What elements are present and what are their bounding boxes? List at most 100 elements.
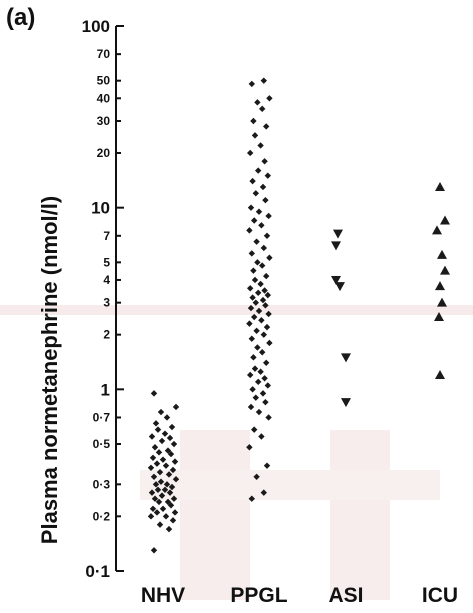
- data-point: [252, 299, 259, 306]
- data-point: [252, 394, 259, 401]
- data-point: [249, 386, 256, 393]
- y-tick-label: 0·7: [93, 410, 111, 424]
- data-point: [251, 132, 259, 139]
- watermark-block: [180, 430, 250, 600]
- data-point: [255, 208, 263, 215]
- y-tick-label: 0·1: [85, 562, 110, 581]
- data-point: [258, 317, 265, 324]
- data-point: [164, 498, 172, 506]
- data-point: [246, 320, 253, 327]
- data-point: [253, 238, 260, 245]
- data-point: [147, 464, 155, 471]
- data-point: [259, 105, 266, 113]
- data-point: [331, 241, 341, 251]
- data-point: [259, 296, 267, 304]
- y-tick-label: 70: [97, 47, 111, 61]
- data-point: [265, 212, 272, 220]
- data-point: [147, 513, 155, 520]
- data-point: [260, 244, 267, 252]
- data-point: [166, 434, 174, 442]
- data-point: [150, 390, 158, 397]
- data-point: [171, 458, 179, 465]
- data-point: [264, 382, 271, 389]
- data-point: [246, 227, 253, 234]
- data-point: [248, 335, 255, 342]
- watermark-bar: [140, 470, 440, 500]
- data-point: [247, 285, 254, 292]
- data-point: [255, 289, 262, 296]
- y-tick-label: 7: [103, 229, 110, 243]
- data-point: [251, 276, 259, 284]
- y-tick-label: 30: [97, 114, 111, 128]
- data-point: [168, 483, 176, 491]
- x-category-label: NHV: [141, 584, 185, 607]
- data-point: [250, 117, 257, 125]
- data-point: [253, 327, 260, 334]
- data-point: [247, 403, 255, 411]
- data-point: [170, 440, 178, 448]
- data-point: [251, 217, 258, 224]
- data-point: [263, 359, 270, 366]
- data-point: [266, 339, 273, 347]
- data-point: [263, 462, 271, 469]
- data-point: [251, 426, 258, 433]
- data-point: [251, 365, 259, 372]
- data-point: [250, 354, 257, 361]
- y-tick-label: 100: [82, 17, 110, 36]
- data-point: [162, 462, 170, 469]
- data-point: [149, 505, 157, 512]
- data-point: [151, 444, 159, 451]
- data-point: [258, 222, 265, 229]
- y-tick-label: 4: [103, 273, 110, 287]
- y-tick-label: 40: [97, 91, 111, 105]
- data-point: [169, 517, 177, 524]
- data-point: [150, 473, 158, 481]
- data-point: [150, 547, 158, 554]
- data-point: [263, 323, 271, 331]
- data-point: [257, 142, 264, 149]
- data-point: [249, 294, 256, 301]
- y-tick-label: 2: [103, 328, 110, 342]
- data-point: [254, 259, 261, 266]
- data-point: [172, 403, 180, 411]
- data-point: [248, 250, 255, 257]
- data-point: [437, 249, 447, 259]
- data-point: [161, 430, 169, 437]
- data-point: [248, 495, 255, 502]
- data-point: [149, 454, 157, 461]
- watermark-band: [0, 305, 473, 315]
- data-point: [169, 466, 177, 474]
- data-point: [263, 123, 270, 130]
- data-point: [157, 478, 165, 485]
- data-point: [252, 190, 259, 197]
- panel-label: (a): [6, 4, 36, 31]
- data-point: [246, 444, 253, 451]
- data-point: [163, 414, 171, 421]
- data-point: [168, 423, 176, 431]
- data-point: [259, 390, 267, 397]
- data-point: [261, 375, 268, 382]
- y-tick-label: 3: [103, 296, 110, 310]
- data-point: [170, 495, 178, 502]
- data-point: [165, 525, 173, 533]
- data-point: [148, 489, 156, 496]
- data-point: [437, 297, 447, 307]
- data-point: [171, 509, 179, 516]
- data-point: [148, 433, 156, 440]
- data-point: [264, 172, 271, 179]
- data-point: [247, 204, 255, 211]
- data-point: [153, 509, 161, 516]
- data-point: [253, 473, 260, 481]
- data-point: [254, 344, 261, 351]
- data-point: [331, 275, 341, 285]
- data-point: [162, 513, 170, 520]
- x-category-label: PPGL: [230, 584, 287, 607]
- data-point: [248, 80, 255, 88]
- data-point: [265, 310, 272, 318]
- data-point: [254, 99, 261, 106]
- y-tick-label: 5: [103, 255, 110, 269]
- data-point: [166, 489, 174, 496]
